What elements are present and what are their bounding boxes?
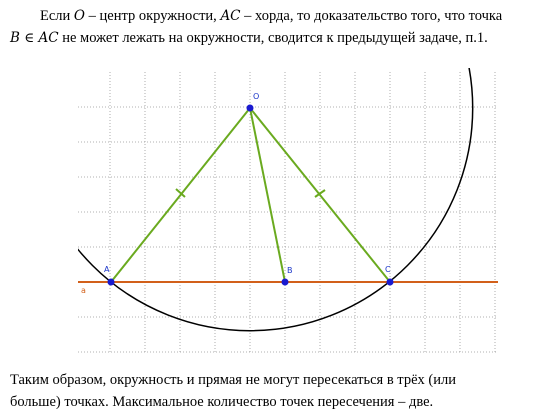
text-line: больше) точках. Максимальное количество … <box>10 394 434 410</box>
math: B ∈ AC <box>10 30 59 46</box>
label-b: B <box>287 266 293 275</box>
text: – хорда, то доказательство того, что точ… <box>240 8 503 24</box>
label-line: a <box>81 286 86 295</box>
label-c: C <box>385 265 391 274</box>
grid <box>78 72 498 353</box>
label-o: O <box>253 92 259 101</box>
segments <box>110 107 391 283</box>
text: Если <box>40 8 74 24</box>
text-line: Таким образом, окружность и прямая не мо… <box>10 372 456 388</box>
points <box>107 104 394 286</box>
text-line: Если O – центр окружности, AC – хорда, т… <box>40 8 502 25</box>
text: не может лежать на окружности, сводится … <box>58 30 488 46</box>
text: – центр окружности, <box>85 8 221 24</box>
text-line: B ∈ AC не может лежать на окружности, св… <box>10 30 488 47</box>
math: O <box>73 8 85 24</box>
label-a: A <box>104 265 110 274</box>
circle <box>78 68 474 332</box>
math: AC <box>220 8 241 24</box>
